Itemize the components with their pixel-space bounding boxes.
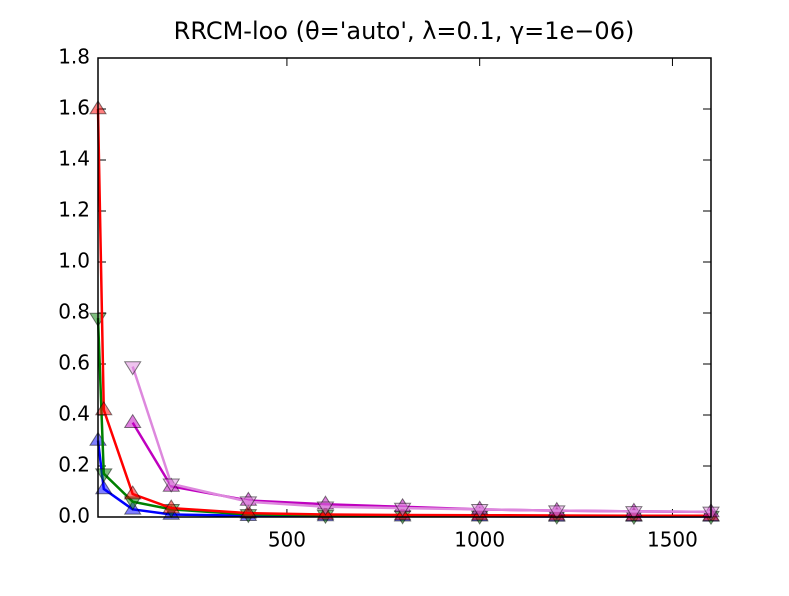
y-tick-label: 0.4 (58, 402, 90, 426)
series-line (96, 108, 711, 517)
series-line (131, 366, 712, 514)
y-tick-label: 0.2 (58, 453, 90, 477)
series-marker (162, 499, 181, 514)
plot-frame (97, 57, 712, 518)
y-tick-label: 1.6 (58, 96, 90, 120)
x-tick-label: 500 (268, 528, 306, 552)
series-marker (393, 502, 412, 518)
y-tick-label: 0.8 (58, 300, 90, 324)
series-marker (624, 506, 643, 521)
y-tick-label: 0.0 (58, 504, 90, 528)
series-line (131, 422, 712, 514)
series-marker (94, 468, 113, 483)
y-tick-label: 0.6 (58, 351, 90, 375)
x-tick-label: 1500 (647, 528, 698, 552)
series-marker (94, 400, 113, 416)
series-marker (547, 505, 566, 520)
series-marker (94, 480, 113, 495)
series-marker (239, 504, 258, 519)
y-tick-label: 1.0 (58, 249, 90, 273)
series-line (96, 318, 711, 518)
y-tick-label: 1.8 (58, 45, 90, 69)
chart-title: RRCM-loo (θ='auto', λ=0.1, γ=1e−06) (174, 17, 635, 45)
series-marker (316, 501, 335, 516)
y-tick-label: 1.4 (58, 147, 90, 171)
x-tick-label: 1000 (454, 528, 505, 552)
series-marker (123, 485, 142, 500)
series-marker (123, 413, 142, 428)
y-tick-label: 1.2 (58, 198, 90, 222)
series-marker (239, 496, 258, 511)
series-marker (470, 504, 489, 519)
series-marker (123, 361, 142, 376)
series-marker (162, 478, 181, 493)
